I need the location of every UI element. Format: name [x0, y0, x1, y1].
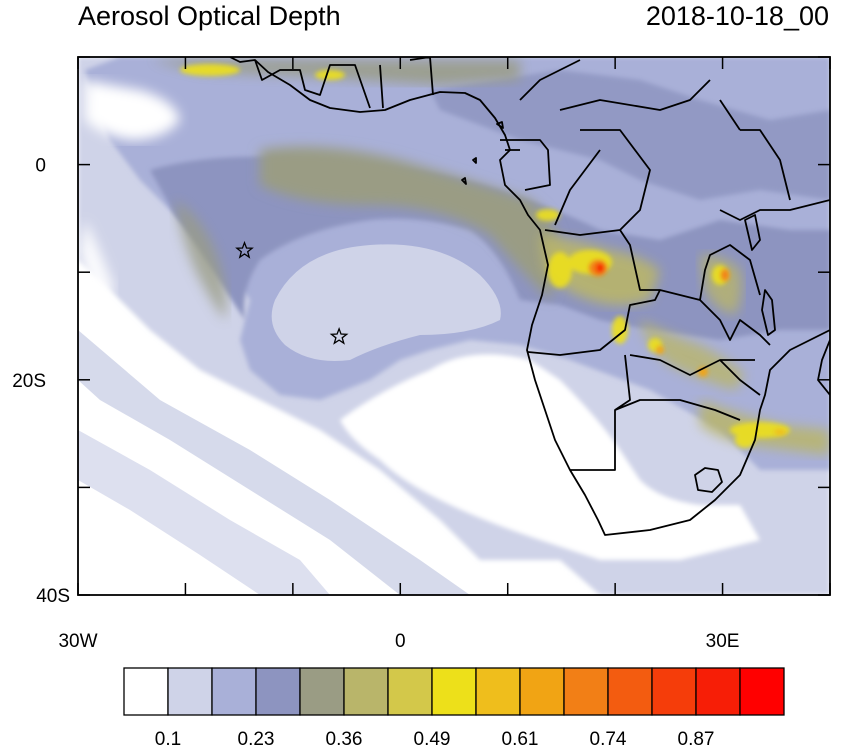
map-timestamp: 2018-10-18_00: [645, 1, 829, 31]
axis-ticks: [77, 56, 831, 596]
aod-region-tendril: [78, 330, 470, 595]
colorbar-swatch: [519, 667, 565, 716]
aod-region-olive-west: [175, 200, 227, 320]
colorbar-swatch: [255, 667, 301, 716]
colorbar-swatch: [343, 667, 389, 716]
island-sao-tome: [461, 177, 467, 185]
colorbar-label: 0.23: [238, 729, 275, 750]
colorbar-swatch: [651, 667, 697, 716]
colorbar-label: 0.36: [326, 729, 363, 750]
island-3: [472, 157, 477, 164]
colorbar-swatch: [211, 667, 257, 716]
aod-field: [78, 57, 830, 595]
colorbar-label: 0.1: [155, 729, 181, 750]
aod-region-clean-south: [340, 354, 760, 560]
plot-frame: [77, 56, 831, 596]
colorbar: [123, 667, 785, 716]
aod-hotspots-red: [589, 260, 786, 435]
colorbar-swatch: [299, 667, 345, 716]
madagascar-edge: [817, 339, 830, 396]
aod-region-khaki-3: [640, 320, 745, 390]
colorbar-label: 0.87: [678, 729, 715, 750]
lake-malawi-outline: [761, 289, 776, 336]
axis-tick-labels: 0 20S 40S 30W 0 30E: [12, 156, 739, 652]
station-star-1: [235, 240, 254, 259]
aod-region-hole: [271, 244, 501, 361]
colorbar-swatch: [607, 667, 653, 716]
aod-region-olive: [260, 146, 560, 300]
station-star-2: [329, 326, 349, 345]
colorbar-swatch: [431, 667, 477, 716]
colorbar-label: 0.74: [590, 729, 627, 750]
lon-tick-label: 0: [395, 631, 406, 652]
colorbar-swatch: [387, 667, 433, 716]
colorbar-label: 0.49: [414, 729, 451, 750]
colorbar-swatch: [739, 667, 785, 716]
aod-region-dark: [150, 156, 830, 340]
island-bioko: [496, 121, 504, 129]
colorbar-swatch: [123, 667, 169, 716]
colorbar-swatch: [167, 667, 213, 716]
map-title: Aerosol Optical Depth: [78, 1, 341, 31]
colorbar-label: 0.61: [502, 729, 539, 750]
aod-region-khaki-4: [700, 255, 742, 315]
lat-tick-label: 20S: [12, 371, 46, 392]
lon-tick-label: 30W: [58, 631, 97, 652]
lake-outline: [744, 214, 761, 251]
country-borders: [254, 57, 830, 471]
aod-region-tendril-2: [78, 430, 330, 595]
lesotho-border: [694, 467, 723, 493]
coastlines: [229, 57, 830, 536]
aod-region-clean-west: [85, 80, 180, 140]
colorbar-swatch: [563, 667, 609, 716]
aod-region-clean-west-2: [80, 220, 115, 300]
colorbar-labels: 0.1 0.23 0.36 0.49 0.61 0.74 0.87: [155, 729, 715, 750]
lat-tick-label: 40S: [36, 586, 70, 607]
colorbar-swatch: [475, 667, 521, 716]
lat-tick-label: 0: [35, 156, 46, 177]
west-africa-coast: [229, 57, 830, 536]
colorbar-swatch: [695, 667, 741, 716]
lon-tick-label: 30E: [706, 631, 740, 652]
station-markers: [235, 240, 349, 345]
aod-region-dark-north: [430, 70, 830, 200]
